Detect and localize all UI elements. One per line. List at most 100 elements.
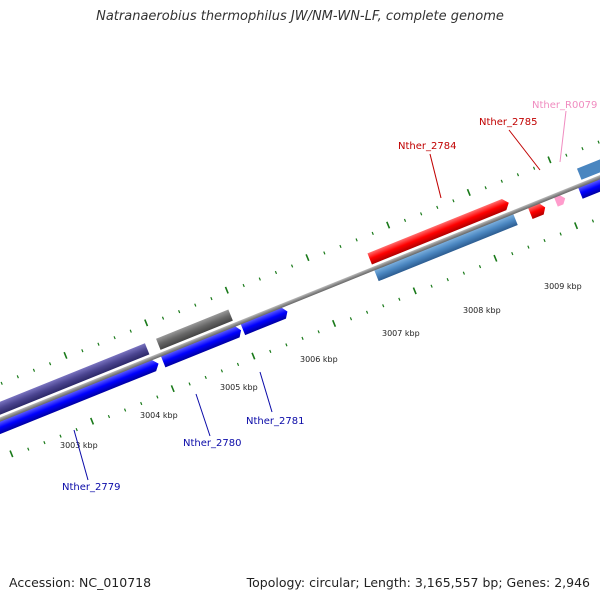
gene-label-Nther_R0079[interactable]: Nther_R0079	[532, 100, 597, 111]
gc-tick	[581, 147, 584, 151]
gene-label-Nther_2780[interactable]: Nther_2780	[183, 438, 241, 449]
gc-tick	[129, 329, 132, 333]
gc-tick	[597, 140, 600, 144]
gc-skew-inner-track	[0, 140, 600, 385]
gc-tick	[210, 296, 213, 301]
gc-tick	[269, 349, 272, 353]
gc-tick	[236, 362, 240, 367]
gc-tick	[301, 336, 304, 340]
gc-tick	[97, 342, 100, 346]
gc-tick	[527, 245, 530, 249]
gc-tick	[107, 414, 111, 419]
gc-tick	[382, 304, 385, 308]
gene-Nther_R0079[interactable]	[554, 194, 567, 207]
gene-label-Nther_2784[interactable]: Nther_2784	[398, 141, 456, 152]
accession-label: Accession: NC_010718	[9, 575, 152, 590]
gc-tick	[516, 173, 520, 177]
gc-tick	[48, 362, 52, 366]
gc-tick	[123, 408, 127, 412]
gc-tick	[493, 254, 498, 262]
gene-Nther_2779-reverse[interactable]	[0, 343, 150, 422]
gc-tick	[386, 221, 391, 229]
gc-tick	[574, 222, 579, 230]
gc-tick	[274, 270, 278, 275]
reverse-strand-track	[0, 155, 600, 422]
tick-label-3006: 3006 kbp	[300, 355, 338, 364]
gc-tick	[305, 254, 310, 262]
gc-tick	[339, 244, 342, 249]
gc-tick	[543, 238, 546, 243]
gc-tick	[204, 375, 207, 380]
gene-label-Nther_2779[interactable]: Nther_2779	[62, 482, 120, 493]
gc-tick	[156, 395, 159, 399]
gene-Nther_2784-forward[interactable]	[374, 213, 518, 282]
gc-tick	[242, 283, 245, 288]
gc-tick	[355, 238, 358, 242]
gc-tick	[140, 401, 143, 406]
gc-tick	[290, 264, 294, 268]
gc-tick	[332, 319, 337, 327]
gene-right-edge-forward[interactable]	[578, 172, 600, 199]
gc-tick	[565, 153, 568, 157]
gc-tick	[452, 199, 455, 203]
gc-tick	[478, 265, 482, 269]
gene-Nther_2781-forward[interactable]	[240, 306, 290, 336]
map-title: Natranaerobius thermophilus JW/NM-WN-LF,…	[96, 9, 504, 24]
gene-Nther_2779-forward[interactable]	[0, 358, 161, 439]
gene-right-edge-reverse[interactable]	[576, 155, 600, 180]
leader-line-Nther_2779	[73, 429, 89, 481]
gc-tick	[371, 231, 374, 236]
gc-tick	[420, 212, 423, 216]
gc-tick	[43, 441, 46, 445]
leader-line-Nther_2784	[429, 153, 442, 199]
gc-tick	[436, 205, 439, 209]
gc-tick	[220, 369, 224, 373]
gc-tick	[511, 251, 514, 256]
gene-label-Nther_2785[interactable]: Nther_2785	[479, 117, 537, 128]
leader-line-Nther_R0079	[559, 110, 567, 163]
genome-summary: Topology: circular; Length: 3,165,557 bp…	[246, 575, 590, 590]
gc-tick	[466, 188, 471, 196]
gc-tick	[224, 286, 229, 294]
gene-Nther_2784-reverse[interactable]	[367, 197, 511, 265]
gc-tick	[559, 232, 562, 236]
genome-backbone	[0, 161, 600, 436]
tick-label-3009: 3009 kbp	[544, 282, 582, 291]
gc-tick	[32, 368, 36, 372]
gc-tick	[75, 427, 78, 432]
gc-tick	[462, 271, 465, 275]
gene-Nther_2780-reverse[interactable]	[156, 309, 233, 350]
gc-tick	[430, 284, 433, 288]
tick-label-3005: 3005 kbp	[220, 383, 258, 392]
gc-tick	[63, 351, 68, 359]
gc-tick	[90, 417, 95, 425]
gc-tick	[317, 330, 320, 334]
gene-labels: Nther_2779 Nther_2780 Nther_2781 Nther_2…	[62, 100, 597, 493]
gc-tick	[27, 447, 30, 451]
leader-line-Nther_2781	[259, 371, 273, 413]
gc-tick	[9, 450, 14, 458]
gc-tick	[188, 382, 191, 386]
gc-tick	[365, 310, 369, 314]
gc-tick	[81, 349, 84, 353]
tick-label-3007: 3007 kbp	[382, 329, 420, 338]
gc-tick	[412, 287, 417, 295]
gc-tick	[16, 375, 19, 379]
gc-tick	[258, 277, 261, 281]
gene-Nther_2785[interactable]	[528, 202, 547, 219]
forward-strand-track	[0, 172, 600, 439]
gc-tick	[484, 186, 487, 190]
tick-label-3004: 3004 kbp	[140, 411, 178, 420]
gc-tick	[532, 166, 536, 170]
gc-tick	[178, 310, 181, 314]
gc-tick	[285, 343, 288, 347]
gc-tick	[194, 303, 197, 307]
gc-tick	[144, 319, 149, 327]
gene-label-Nther_2781[interactable]: Nther_2781	[246, 416, 304, 427]
gc-tick	[170, 385, 175, 393]
gc-tick	[161, 316, 165, 320]
gene-Nther_2780-forward[interactable]	[160, 325, 243, 368]
tick-label-3008: 3008 kbp	[463, 306, 501, 315]
gc-tick	[59, 434, 62, 438]
